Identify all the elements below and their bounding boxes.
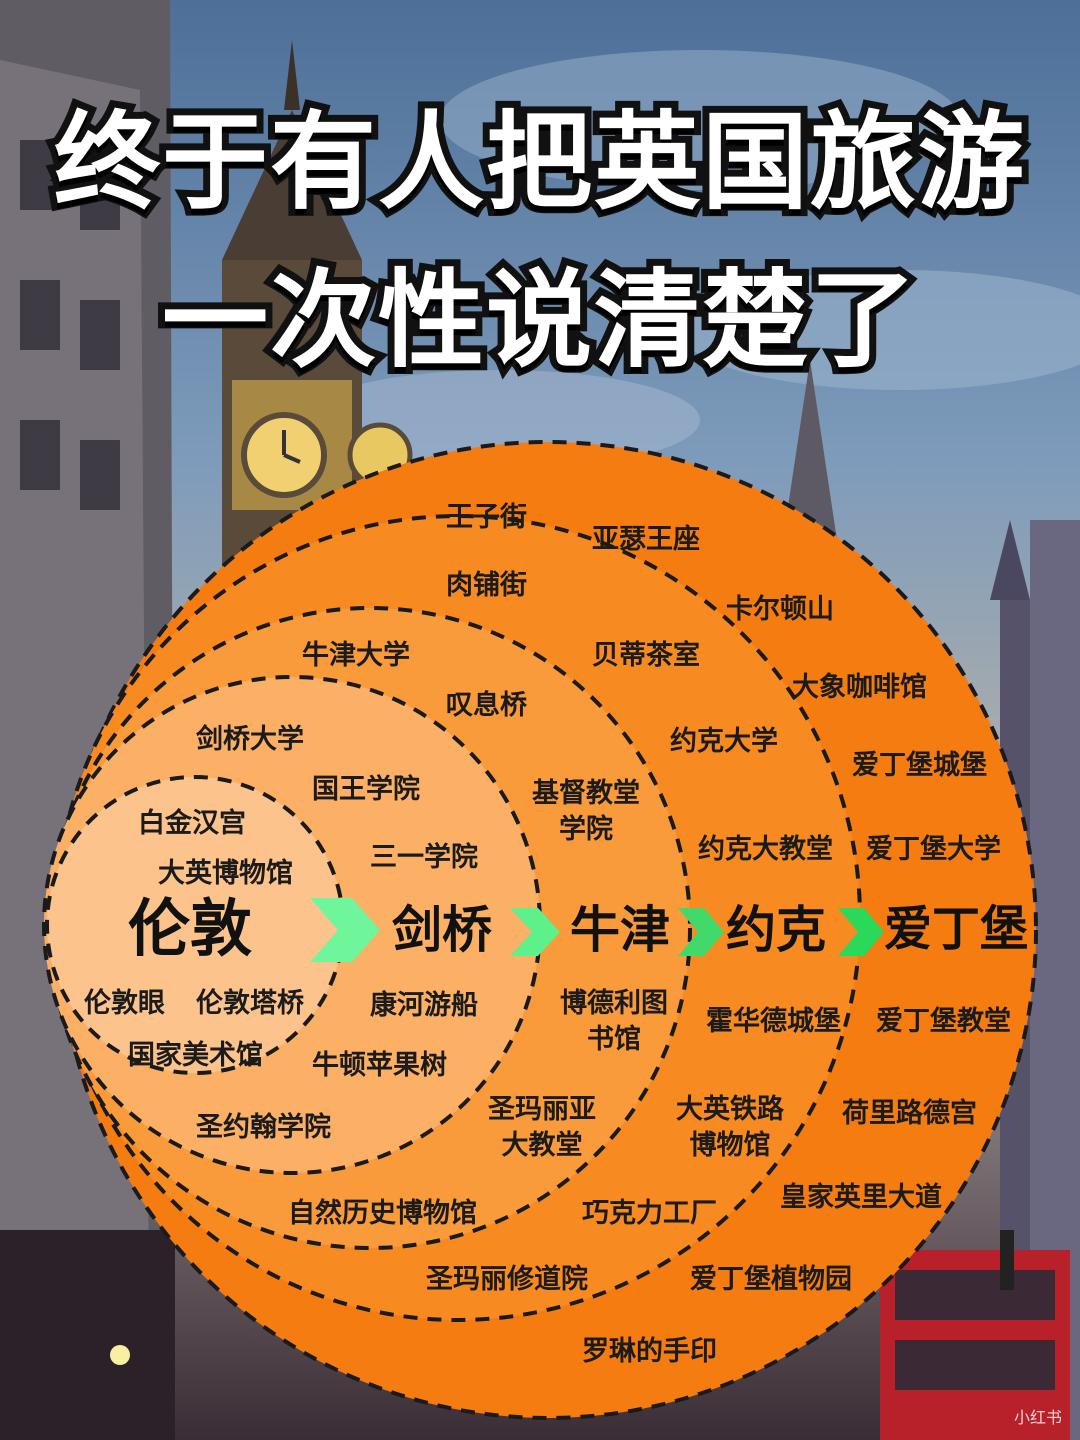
attraction-label: 牛顿苹果树 — [312, 1050, 447, 1081]
attraction-label: 大英铁路 博物馆 — [676, 1094, 784, 1162]
attraction-label: 巧克力工厂 — [582, 1198, 717, 1229]
attraction-label: 皇家英里大道 — [780, 1182, 942, 1213]
attraction-label: 圣约翰学院 — [196, 1112, 331, 1143]
attraction-label: 剑桥大学 — [196, 724, 304, 755]
attraction-label: 白金汉宫 — [138, 808, 246, 839]
attraction-label: 肉铺街 — [446, 570, 527, 601]
city-edinburgh: 爱丁堡 — [884, 901, 1029, 957]
arrow-york-edinburgh-icon — [838, 908, 884, 956]
attraction-label: 卡尔顿山 — [726, 594, 834, 625]
city-york: 约克 — [726, 901, 826, 959]
attraction-label: 霍华德城堡 — [706, 1006, 841, 1037]
attraction-label: 牛津大学 — [302, 640, 410, 671]
attraction-label: 博德利图 书馆 — [560, 988, 668, 1056]
attraction-label: 大象咖啡馆 — [792, 672, 927, 703]
attraction-label: 荷里路德宫 — [842, 1098, 977, 1129]
attraction-label: 罗琳的手印 — [582, 1336, 717, 1367]
attraction-label: 爱丁堡教堂 — [876, 1006, 1011, 1037]
city-cambridge: 剑桥 — [392, 901, 492, 959]
attraction-label: 约克大教堂 — [698, 834, 833, 865]
attraction-label: 爱丁堡大学 — [866, 834, 1001, 865]
attraction-label: 亚瑟王座 — [592, 524, 700, 555]
attraction-label: 伦敦塔桥 — [196, 988, 304, 1019]
attraction-label: 基督教堂 学院 — [532, 778, 640, 846]
attraction-label: 爱丁堡植物园 — [690, 1264, 852, 1295]
attraction-label: 爱丁堡城堡 — [852, 750, 987, 781]
city-oxford: 牛津 — [570, 901, 670, 959]
page-title-line-2: 一次性说清楚了 — [155, 259, 923, 382]
city-london: 伦敦 — [128, 892, 253, 965]
attraction-label: 大英博物馆 — [158, 858, 293, 889]
attraction-label: 自然历史博物馆 — [288, 1198, 477, 1229]
attraction-label: 约克大学 — [670, 726, 778, 757]
attraction-label: 国王学院 — [312, 774, 420, 805]
arrow-london-cambridge-icon — [310, 898, 380, 962]
attraction-label: 三一学院 — [370, 842, 478, 873]
page-title-line-1: 终于有人把英国旅游 — [47, 101, 1031, 224]
watermark: 小红书 — [1013, 1408, 1062, 1427]
arrow-cambridge-oxford-icon — [510, 908, 560, 956]
attraction-label: 王子街 — [446, 502, 527, 533]
attraction-label: 国家美术馆 — [128, 1040, 263, 1071]
attraction-label: 圣玛丽修道院 — [426, 1264, 588, 1295]
attraction-label: 伦敦眼 — [84, 988, 165, 1019]
attraction-label: 贝蒂茶室 — [592, 640, 700, 671]
arrow-oxford-york-icon — [678, 908, 724, 956]
attraction-label: 康河游船 — [370, 990, 478, 1021]
attraction-label: 圣玛丽亚 大教堂 — [488, 1094, 596, 1162]
attraction-label: 叹息桥 — [446, 690, 527, 721]
